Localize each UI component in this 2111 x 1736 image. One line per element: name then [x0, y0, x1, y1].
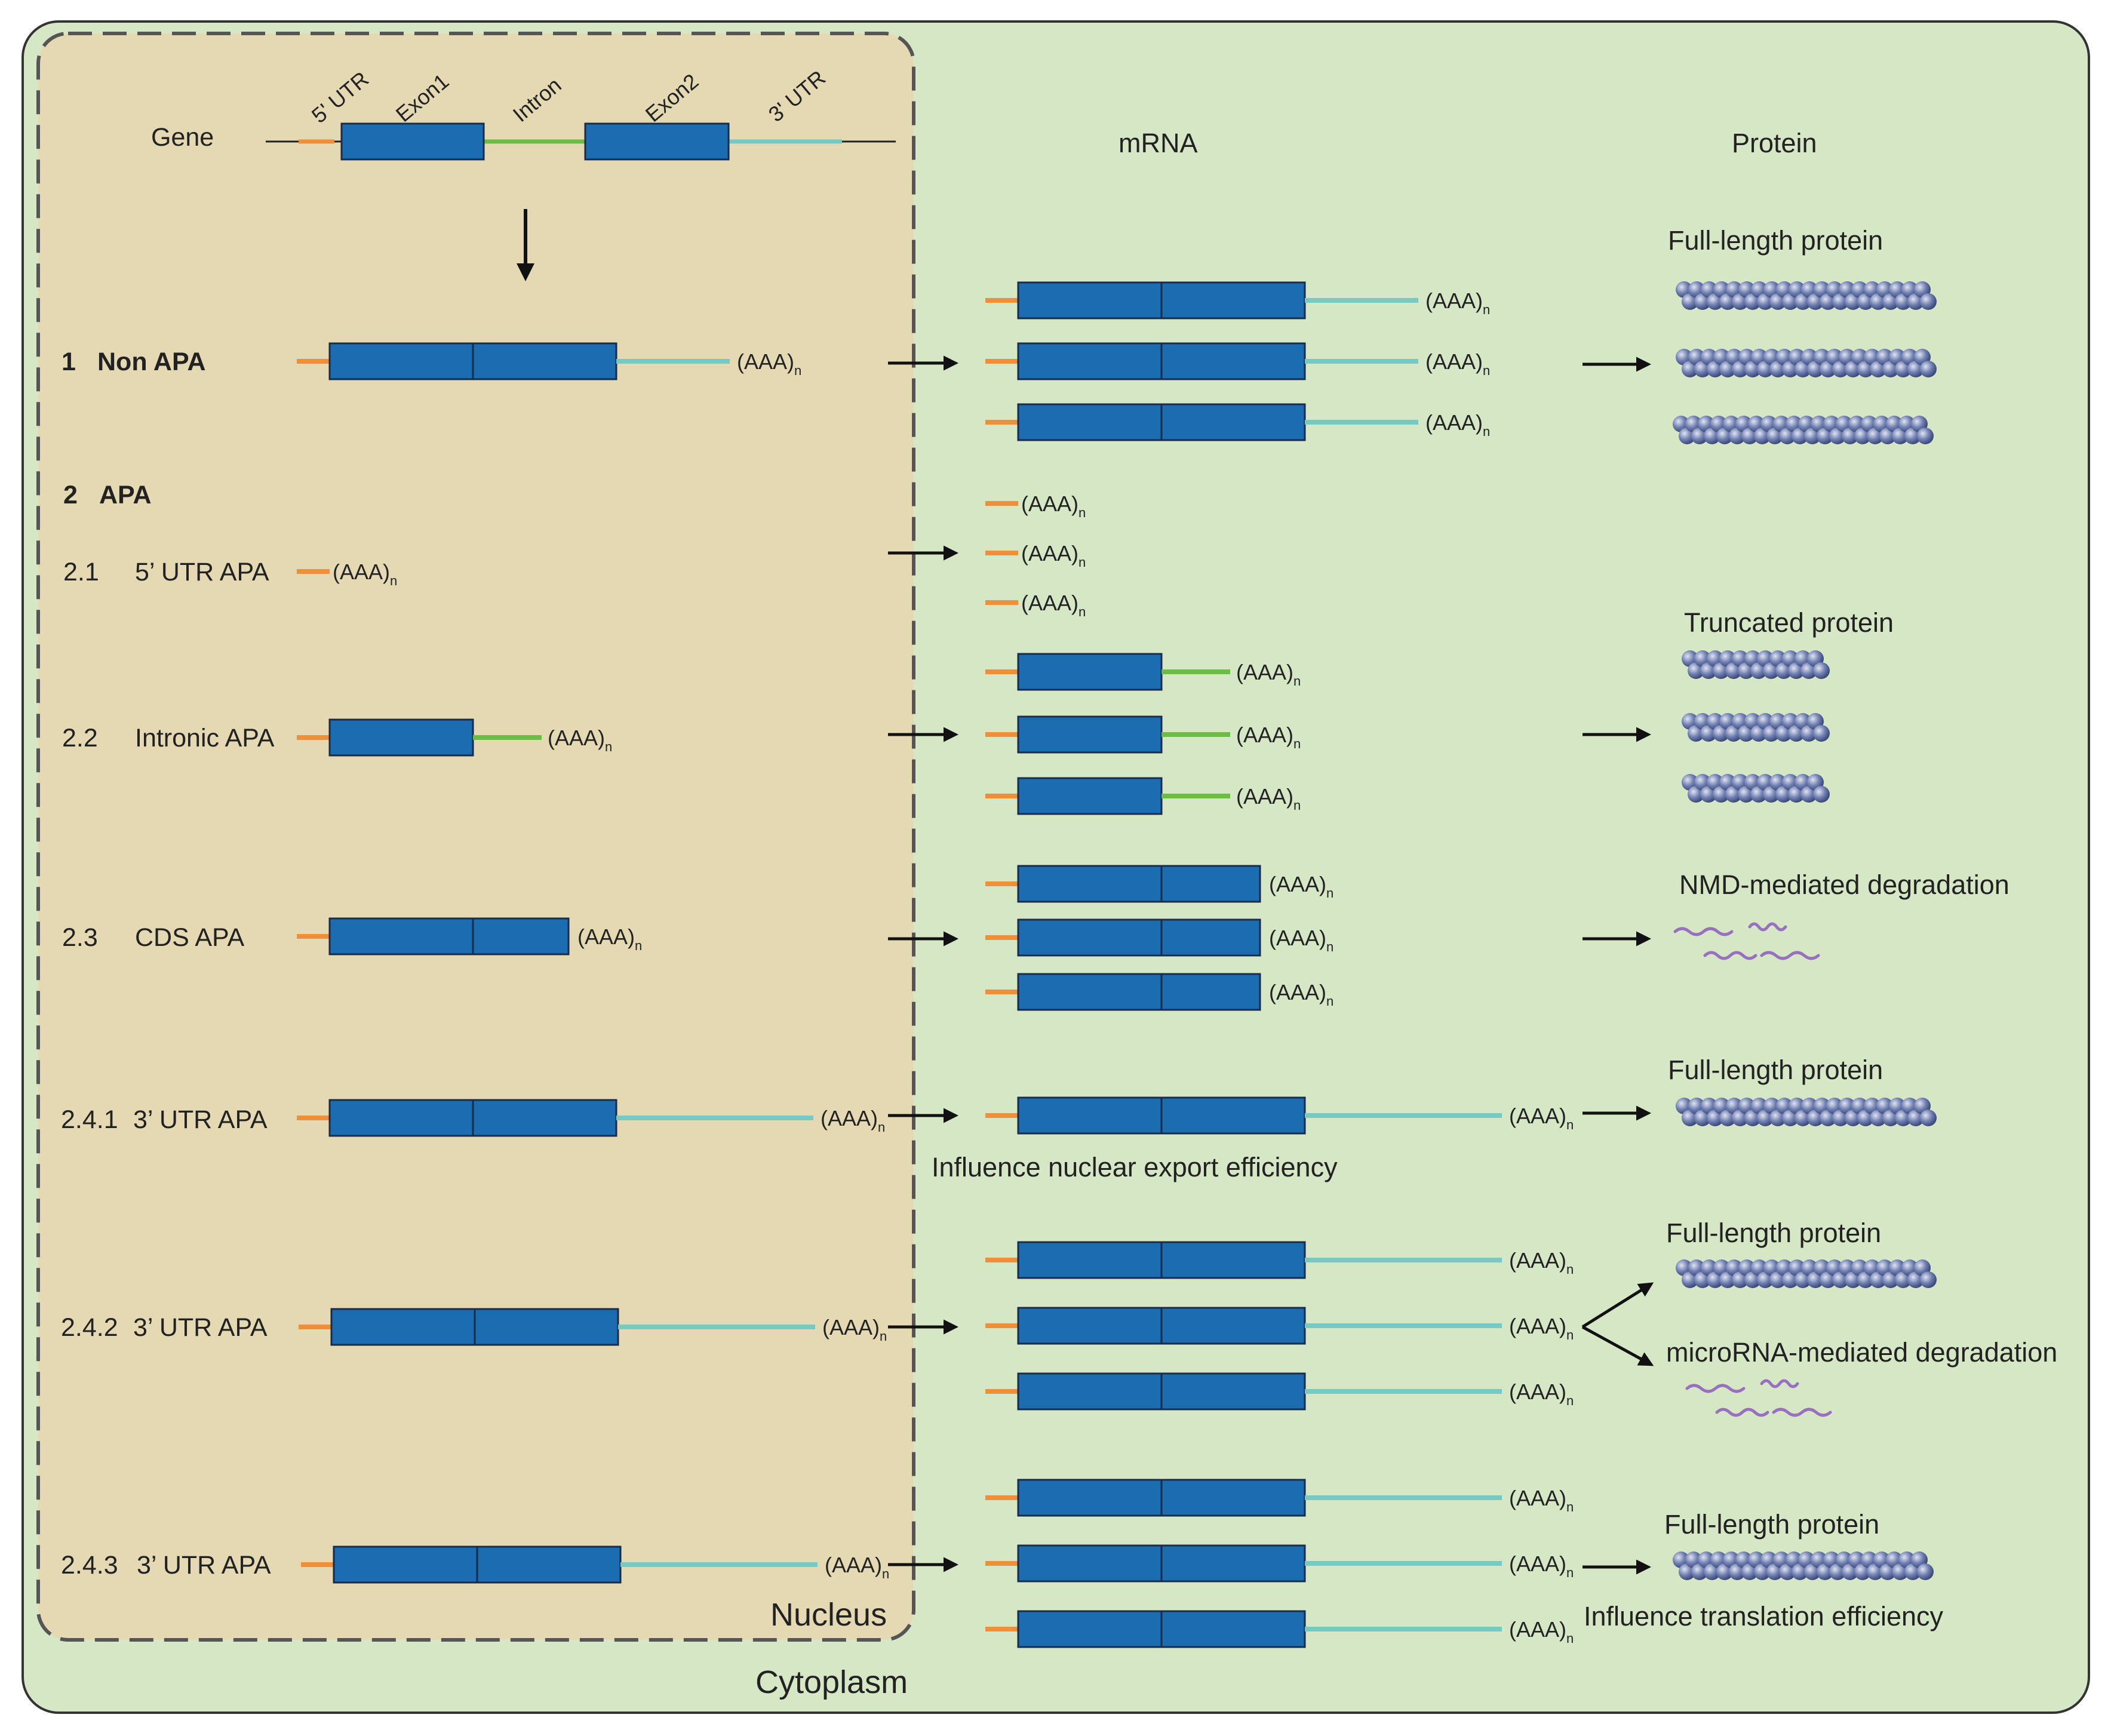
cyto-transcript-3utr-apa-1-polya: (AAA)n — [1509, 1104, 1574, 1132]
nucleus-transcript-3utr-apa-2 — [299, 1308, 815, 1346]
cyto-transcript-3utr-apa-3-3 — [985, 1610, 1502, 1648]
category-2-4-2-name: 3’ UTR APA — [133, 1313, 268, 1342]
nucleus-transcript-3utr-apa-1-polya: (AAA)n — [821, 1106, 885, 1135]
cyto-transcript-intronic-apa-2-polya: (AAA)n — [1236, 723, 1301, 751]
nucleus-transcript-non-apa-polya: (AAA)n — [737, 349, 801, 378]
protein-full-length-2 — [1676, 349, 1937, 377]
category-2-4-1-name: 3’ UTR APA — [133, 1105, 268, 1134]
cyto-transcript-non-apa-3 — [985, 403, 1418, 441]
nucleus-transcript-cds-apa-polya: (AAA)n — [577, 924, 642, 953]
mrna-header: mRNA — [1119, 128, 1198, 158]
outcome-nmd: NMD-mediated degradation — [1679, 869, 2009, 900]
gene-label: Gene — [151, 123, 214, 152]
outcome-full-length-4: Full-length protein — [1664, 1509, 1879, 1540]
branch-arrow-microrna — [1581, 1325, 1654, 1366]
category-2-3-number: 2.3 — [62, 923, 98, 952]
cyto-transcript-3utr-apa-2-3 — [985, 1372, 1502, 1411]
cyto-transcript-non-apa-2-polya: (AAA)n — [1425, 349, 1490, 378]
category-2-number: 2 — [63, 481, 78, 509]
category-1-number: 1 — [62, 348, 76, 376]
category-2-2-number: 2.2 — [62, 724, 98, 752]
protein-full-length-1 — [1676, 281, 1937, 310]
microrna-rna-fragments — [1685, 1379, 1832, 1417]
category-2-1-name: 5’ UTR APA — [135, 558, 269, 586]
nucleus-transcript-5utr-apa-polya: (AAA)n — [333, 560, 397, 588]
outcome-full-length-2: Full-length protein — [1668, 1055, 1883, 1085]
category-2-1-number: 2.1 — [63, 558, 99, 586]
cyto-transcript-3utr-apa-2-1-polya: (AAA)n — [1509, 1248, 1574, 1277]
nucleus-transcript-intronic-apa-polya: (AAA)n — [548, 726, 612, 754]
cyto-transcript-5utr-apa-2-polya: (AAA)n — [1021, 541, 1086, 570]
cyto-transcript-3utr-apa-3-2 — [985, 1544, 1502, 1583]
cyto-transcript-3utr-apa-2-2 — [985, 1307, 1502, 1345]
cyto-transcript-intronic-apa-3-polya: (AAA)n — [1236, 784, 1301, 813]
category-1-name: Non APA — [97, 348, 206, 376]
cyto-transcript-cds-apa-3 — [985, 973, 1261, 1011]
cyto-transcript-3utr-apa-2-1 — [985, 1241, 1502, 1279]
nucleus-transcript-non-apa — [297, 342, 730, 380]
category-2-name: APA — [99, 481, 152, 509]
category-2-4-3-name: 3’ UTR APA — [137, 1551, 271, 1580]
cyto-transcript-cds-apa-3-polya: (AAA)n — [1269, 980, 1333, 1009]
category-2-4-1-number: 2.4.1 — [61, 1105, 118, 1134]
cyto-transcript-3utr-apa-3-1 — [985, 1479, 1502, 1517]
protein-full-length-6 — [1673, 1551, 1934, 1580]
outcome-full-length-3: Full-length protein — [1666, 1218, 1881, 1248]
cyto-transcript-cds-apa-1-polya: (AAA)n — [1269, 872, 1333, 901]
category-2-4-2-number: 2.4.2 — [61, 1313, 118, 1342]
note-translation: Influence translation efficiency — [1584, 1601, 1944, 1631]
nucleus-transcript-3utr-apa-3 — [301, 1545, 818, 1584]
cyto-transcript-3utr-apa-3-1-polya: (AAA)n — [1509, 1486, 1574, 1514]
cyto-transcript-3utr-apa-3-2-polya: (AAA)n — [1509, 1551, 1574, 1580]
cyto-transcript-non-apa-3-polya: (AAA)n — [1425, 410, 1490, 439]
protein-truncated-2 — [1682, 713, 1830, 742]
cyto-transcript-intronic-apa-1-polya: (AAA)n — [1236, 660, 1301, 689]
cyto-transcript-cds-apa-2 — [985, 918, 1261, 957]
nucleus-transcript-cds-apa — [297, 917, 570, 955]
category-2-2-name: Intronic APA — [135, 724, 275, 752]
nucleus-region — [36, 32, 915, 1642]
cyto-transcript-intronic-apa-3 — [985, 777, 1230, 815]
protein-full-length-5 — [1676, 1259, 1937, 1288]
nucleus-transcript-3utr-apa-3-polya: (AAA)n — [825, 1553, 889, 1581]
cyto-transcript-5utr-apa-1-polya: (AAA)n — [1021, 491, 1086, 520]
nucleus-transcript-3utr-apa-1 — [297, 1099, 813, 1137]
nucleus-label: Nucleus — [770, 1597, 887, 1633]
outcome-truncated: Truncated protein — [1684, 607, 1894, 638]
cyto-transcript-non-apa-1 — [985, 281, 1418, 319]
nucleus-transcript-intronic-apa — [297, 718, 542, 757]
protein-truncated-1 — [1682, 650, 1830, 679]
note-nuclear-export: Influence nuclear export efficiency — [932, 1152, 1338, 1182]
outcome-microrna: microRNA-mediated degradation — [1666, 1337, 2057, 1368]
cyto-transcript-non-apa-1-polya: (AAA)n — [1425, 288, 1490, 317]
protein-full-length-3 — [1673, 416, 1934, 444]
outcome-full-length-1: Full-length protein — [1668, 225, 1883, 256]
protein-full-length-4 — [1676, 1098, 1937, 1126]
cyto-transcript-3utr-apa-3-3-polya: (AAA)n — [1509, 1617, 1574, 1646]
cyto-transcript-cds-apa-2-polya: (AAA)n — [1269, 926, 1333, 954]
branch-arrow-full-length — [1581, 1282, 1654, 1329]
nmd-rna-fragments — [1673, 922, 1820, 960]
nucleus-transcript-3utr-apa-2-polya: (AAA)n — [822, 1315, 887, 1344]
cyto-transcript-intronic-apa-2 — [985, 715, 1230, 754]
gene-structure — [266, 122, 896, 161]
cyto-transcript-3utr-apa-2-2-polya: (AAA)n — [1509, 1314, 1574, 1342]
category-2-3-name: CDS APA — [135, 923, 245, 952]
protein-header: Protein — [1732, 128, 1817, 158]
protein-truncated-3 — [1682, 774, 1830, 803]
category-2-4-3-number: 2.4.3 — [61, 1551, 118, 1580]
cytoplasm-label: Cytoplasm — [755, 1664, 908, 1700]
cyto-transcript-3utr-apa-2-3-polya: (AAA)n — [1509, 1379, 1574, 1408]
cyto-transcript-cds-apa-1 — [985, 865, 1261, 903]
cyto-transcript-non-apa-2 — [985, 342, 1418, 380]
cyto-transcript-intronic-apa-1 — [985, 653, 1230, 691]
cyto-transcript-5utr-apa-3-polya: (AAA)n — [1021, 591, 1086, 619]
cyto-transcript-3utr-apa-1 — [985, 1096, 1502, 1135]
